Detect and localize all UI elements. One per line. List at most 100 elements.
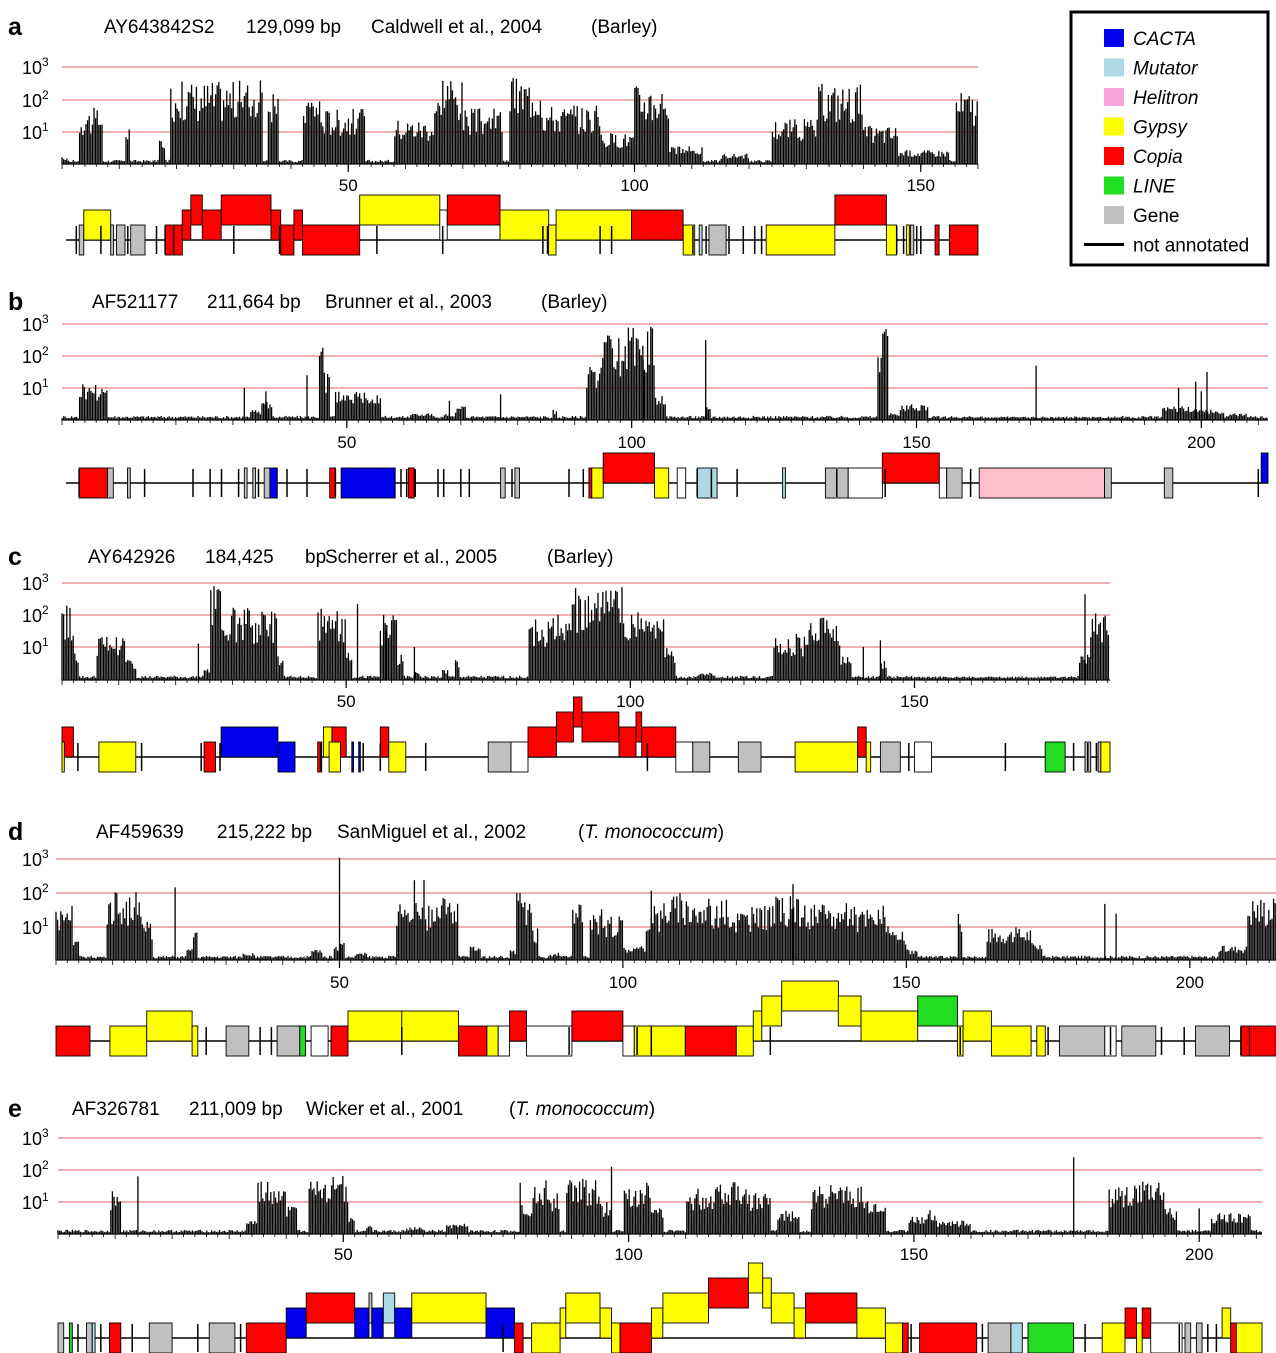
te-block-line	[299, 1025, 306, 1057]
te-block-cacta	[1260, 452, 1269, 484]
te-block-gypsy	[411, 1292, 487, 1324]
te-block-gypsy	[781, 980, 839, 1012]
te-block-cacta	[277, 741, 296, 773]
te-block-gypsy	[555, 209, 633, 241]
y-tick-exponent: 1	[42, 120, 49, 134]
y-tick-exponent: 2	[42, 344, 49, 358]
te-block-mutator	[696, 467, 718, 499]
te-block-gypsy	[761, 995, 783, 1027]
y-tick-base: 10	[22, 347, 42, 367]
panel-letter: b	[8, 288, 23, 316]
te-block-line	[68, 1322, 73, 1353]
te-block-other	[676, 467, 687, 499]
legend-label: LINE	[1133, 177, 1176, 198]
reference-label: SanMiguel et al., 2002	[337, 822, 526, 843]
y-tick-base: 10	[22, 606, 42, 626]
te-block-copia	[293, 209, 303, 241]
y-tick-base: 10	[22, 58, 42, 78]
te-block-gene	[1104, 467, 1112, 499]
y-tick-base: 10	[22, 123, 42, 143]
te-block-gypsy	[1036, 1025, 1046, 1057]
te-block-gene	[1184, 1322, 1192, 1353]
y-tick-exponent: 3	[42, 312, 49, 326]
length-unit-label: bp	[305, 547, 326, 568]
te-block-gene	[487, 741, 512, 773]
length-label: 129,099 bp	[246, 17, 341, 38]
te-block-gypsy	[548, 224, 557, 256]
y-tick-label: 102	[22, 881, 49, 904]
y-tick-exponent: 3	[42, 847, 49, 861]
coverage-profile	[61, 586, 1110, 680]
y-tick-exponent: 3	[42, 55, 49, 69]
te-block-copia	[181, 209, 192, 241]
te-block-copia	[1248, 1025, 1276, 1057]
te-block-cacta	[220, 726, 279, 758]
te-block-mutator	[91, 1322, 96, 1353]
te-block-copia	[919, 1322, 978, 1353]
reference-label: Scherrer et al., 2005	[325, 547, 497, 568]
te-block-copia	[78, 467, 109, 499]
te-block-gypsy	[650, 1307, 664, 1339]
te-block-gene	[252, 467, 257, 499]
te-block-copia	[1124, 1307, 1137, 1339]
te-block-gypsy	[856, 1307, 886, 1339]
te-block-gypsy	[591, 467, 604, 499]
x-tick-label: 50	[337, 433, 356, 452]
te-block-gypsy	[109, 1025, 148, 1057]
te-block-mutator	[782, 467, 786, 499]
te-block-copia	[203, 741, 216, 773]
te-block-gene	[737, 741, 762, 773]
coverage-profile	[57, 1157, 1262, 1234]
te-block-gene	[514, 467, 520, 499]
te-block-gene	[130, 224, 146, 256]
te-block-gypsy	[565, 1292, 601, 1324]
y-tick-exponent: 2	[42, 881, 49, 895]
x-tick-label: 50	[339, 176, 358, 195]
te-block-gypsy	[885, 224, 898, 256]
panels: a AY643842S2 129,099 bp Caldwell et al., 20…	[8, 13, 1276, 1353]
te-block-copia	[602, 452, 655, 484]
te-block-gypsy	[793, 1307, 806, 1339]
legend-frame	[1069, 10, 1270, 267]
legend-label: not annotated	[1133, 236, 1249, 257]
te-block-copia	[571, 1010, 624, 1042]
te-block-gene	[500, 467, 506, 499]
legend: CACTA Mutator Helitron Gypsy Copia LINE Gene no…	[1069, 10, 1270, 267]
te-block-gypsy	[388, 741, 407, 773]
te-block-gypsy	[146, 1010, 193, 1042]
te-block-copia	[631, 209, 684, 241]
x-tick-label: 100	[617, 433, 645, 452]
panel-b: b AF521177 211,664 bp Brunner et al., 2003 (…	[8, 288, 1269, 499]
te-block-gypsy	[682, 224, 696, 256]
te-block-copia	[190, 194, 203, 226]
te-block-gypsy	[990, 1025, 1032, 1057]
te-block-gene	[127, 467, 131, 499]
te-block-copia	[1240, 1025, 1250, 1057]
panel-e: e AF326781 211,009 bp Wicker et al., 2001 (T…	[8, 1095, 1263, 1353]
te-block-line	[1027, 1322, 1075, 1353]
y-tick-exponent: 3	[42, 571, 49, 585]
species-label: (Barley)	[541, 292, 608, 313]
panel-d: d AF459639 215,222 bp SanMiguel et al., 200…	[8, 818, 1276, 1057]
te-block-copia	[379, 726, 390, 758]
te-block-cacta	[285, 1307, 307, 1339]
length-label: 184,425	[205, 547, 274, 568]
te-block-gypsy	[905, 224, 910, 256]
x-tick-label: 50	[337, 692, 356, 711]
legend-swatch-line	[1104, 176, 1124, 195]
y-tick-label: 103	[22, 55, 49, 78]
te-block-gypsy	[765, 224, 836, 256]
x-minor-ticks	[57, 1234, 1257, 1239]
legend-label: Mutator	[1133, 59, 1198, 80]
paren-open: (	[578, 822, 585, 843]
y-tick-label: 101	[22, 376, 49, 399]
paren-open: (	[509, 1099, 516, 1120]
te-block-other	[938, 467, 948, 499]
accession-label: AY643842S2	[104, 17, 215, 38]
accession-label: AF459639	[96, 822, 184, 843]
length-label: 211,009 bp	[189, 1099, 283, 1120]
te-block-other	[497, 1025, 510, 1057]
te-block-copia	[407, 467, 415, 499]
y-tick-label: 103	[22, 312, 49, 335]
te-block-copia	[555, 711, 574, 743]
